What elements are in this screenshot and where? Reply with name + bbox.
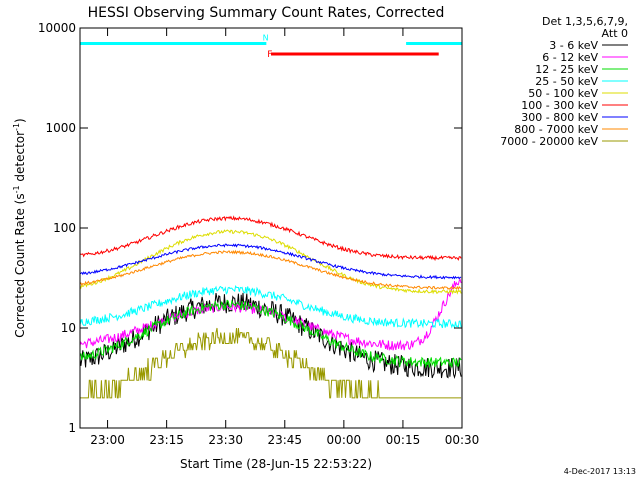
svg-text:Corrected Count Rate (s-1 dete: Corrected Count Rate (s-1 detector-1) xyxy=(12,118,27,337)
x-tick-label-2: 23:30 xyxy=(208,433,243,447)
legend-label-8: 800 - 7000 keV xyxy=(514,123,598,136)
legend-label-6: 100 - 300 keV xyxy=(521,99,598,112)
generation-timestamp: 4-Dec-2017 13:13 xyxy=(564,467,636,476)
series-line-2 xyxy=(79,278,462,352)
y-axis-label: Corrected Count Rate (s-1 detector-1) xyxy=(12,118,27,337)
legend-label-2: 6 - 12 keV xyxy=(542,51,598,64)
x-axis-label: Start Time (28-Jun-15 22:53:22) xyxy=(180,457,372,471)
plot-frame xyxy=(79,27,463,429)
x-tick-label-3: 23:45 xyxy=(267,433,302,447)
chart-title: HESSI Observing Summary Count Rates, Cor… xyxy=(88,5,445,21)
x-tick-label-5: 00:15 xyxy=(386,433,421,447)
x-tick-label-6: 00:30 xyxy=(445,433,480,447)
series-line-7 xyxy=(79,243,462,280)
legend-label-1: 3 - 6 keV xyxy=(549,39,598,52)
legend-label-4: 25 - 50 keV xyxy=(535,75,598,88)
y-tick-label-3: 1000 xyxy=(45,121,76,135)
x-tick-label-4: 00:00 xyxy=(327,433,362,447)
y-tick-label-4: 10000 xyxy=(38,21,76,35)
series-line-4 xyxy=(79,284,462,330)
legend-label-7: 300 - 800 keV xyxy=(521,111,598,124)
legend-header-line-1: Det 1,3,5,6,7,9, xyxy=(542,15,628,28)
series-line-8 xyxy=(79,249,462,291)
series-line-9 xyxy=(80,327,462,399)
series-line-3 xyxy=(79,299,462,368)
legend-label-9: 7000 - 20000 keV xyxy=(500,135,598,148)
y-axis-label-sup1: -1 xyxy=(12,185,21,193)
night-flag-label: N xyxy=(263,33,269,42)
flare-flag-label: F xyxy=(267,50,272,60)
y-tick-label-1: 10 xyxy=(61,321,76,335)
y-tick-label-0: 1 xyxy=(68,421,76,435)
series-line-6 xyxy=(79,215,462,262)
y-axis-label-mid: detector xyxy=(13,131,27,186)
y-tick-label-2: 100 xyxy=(53,221,76,235)
x-tick-label-1: 23:15 xyxy=(149,433,184,447)
y-axis-label-main: Corrected Count Rate (s xyxy=(13,193,27,337)
y-axis-label-sup2: -1 xyxy=(12,123,21,131)
x-tick-label-0: 23:00 xyxy=(90,433,125,447)
legend-label-3: 12 - 25 keV xyxy=(535,63,598,76)
legend-label-5: 50 - 100 keV xyxy=(528,87,598,100)
legend-header-line-2: Att 0 xyxy=(602,27,628,40)
y-axis-label-end: ) xyxy=(13,118,27,123)
series-line-5 xyxy=(79,229,462,295)
